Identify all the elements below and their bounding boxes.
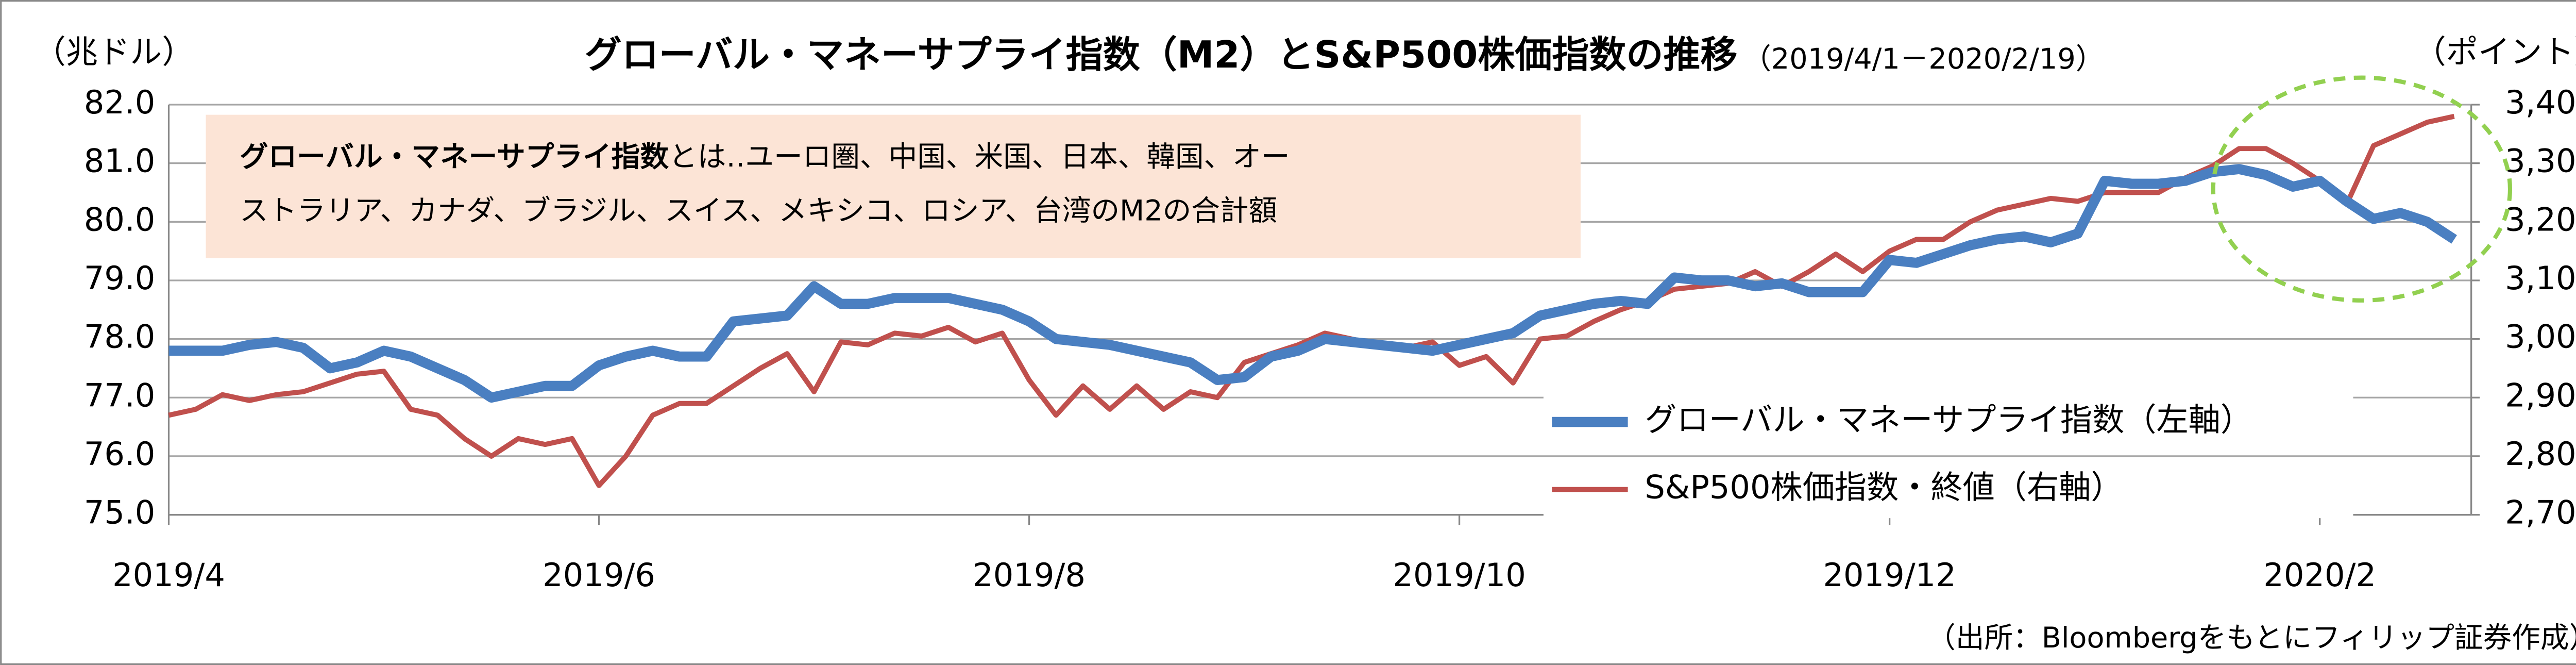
- annotation-text: ストラリア、カナダ、ブラジル、スイス、メキシコ、ロシア、台湾のM2の合計額: [240, 194, 1277, 228]
- legend-bg: [1543, 460, 2353, 519]
- y-tick-label: 80.0: [84, 201, 155, 238]
- legend-bg: [1543, 393, 2353, 451]
- y2-tick-label: 3,300: [2505, 142, 2576, 180]
- chart-subtitle: （2019/4/1－2020/2/19）: [1742, 42, 2104, 76]
- x-tick-label: 2019/4: [112, 556, 225, 594]
- y-tick-label: 77.0: [84, 376, 155, 414]
- legend-label: S&P500株価指数・終値（右軸）: [1645, 469, 2123, 506]
- y2-tick-label: 3,400: [2505, 84, 2576, 121]
- legend-label: グローバル・マネーサプライ指数（左軸）: [1645, 401, 2252, 439]
- y-tick-label: 76.0: [84, 435, 155, 473]
- annotation-box: [206, 114, 1581, 258]
- series-line: [168, 113, 2455, 488]
- annotation: グローバル・マネーサプライ指数とは‥ユーロ圏、中国、米国、日本、韓国、オー: [240, 140, 1290, 174]
- y2-tick-label: 3,200: [2505, 201, 2576, 238]
- x-tick-label: 2019/10: [1393, 556, 1526, 594]
- y2-tick-label: 2,800: [2505, 435, 2576, 473]
- y-tick-label: 78.0: [84, 318, 155, 356]
- y2-tick-label: 3,000: [2505, 318, 2576, 356]
- y2-tick-label: 2,900: [2505, 376, 2576, 414]
- x-tick-label: 2019/8: [973, 556, 1086, 594]
- highlight-circle: [2211, 75, 2513, 303]
- y-tick-label: 75.0: [84, 494, 155, 531]
- y2-tick-label: 2,700: [2505, 494, 2576, 531]
- annotation-text: とは‥ユーロ圏、中国、米国、日本、韓国、オー: [669, 140, 1290, 174]
- annotation-term: グローバル・マネーサプライ指数: [240, 140, 669, 174]
- y-tick-label: 82.0: [84, 84, 155, 121]
- y-axis-label: （兆ドル）: [34, 33, 194, 71]
- y2-axis-label: （ポイント）: [2414, 33, 2576, 71]
- series-line: [168, 164, 2457, 403]
- source: （出所：Bloombergをもとにフィリップ証券作成）: [1927, 621, 2576, 655]
- x-tick-label: 2019/12: [1823, 556, 1956, 594]
- x-tick-label: 2020/2: [2263, 556, 2376, 594]
- y2-tick-label: 3,100: [2505, 259, 2576, 297]
- chart-title: グローバル・マネーサプライ指数（M2）とS&P500株価指数の推移: [585, 33, 1738, 76]
- x-tick-label: 2019/6: [543, 556, 655, 594]
- y-tick-label: 79.0: [84, 259, 155, 297]
- y-tick-label: 81.0: [84, 142, 155, 180]
